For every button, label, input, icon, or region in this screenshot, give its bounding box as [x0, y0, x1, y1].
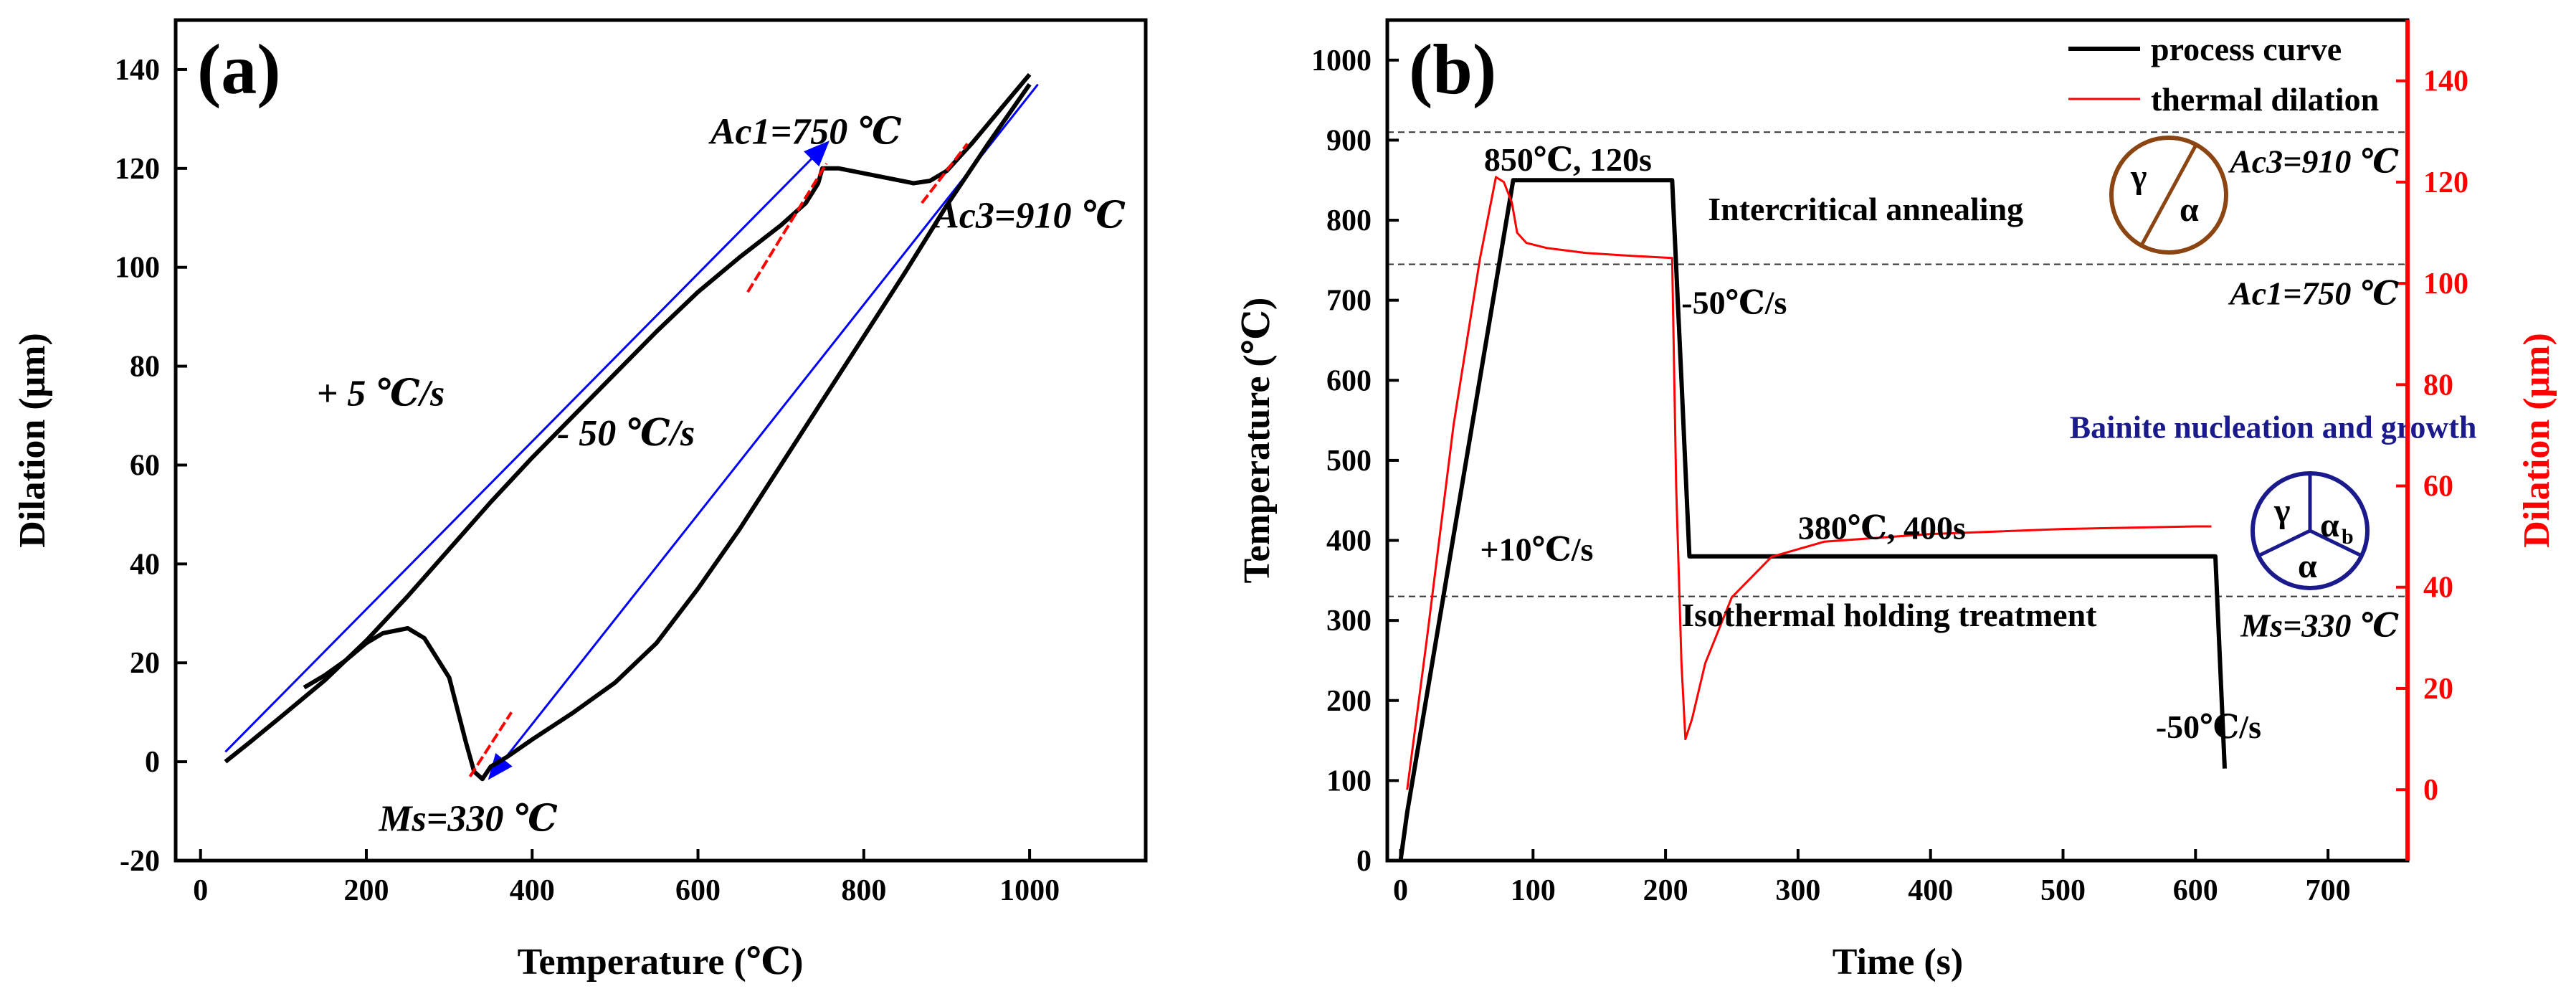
a-series-1: [303, 82, 1032, 782]
a-y-tick-label: 20: [130, 647, 160, 680]
b-x-tick-label: 600: [2173, 874, 2218, 907]
phase-boundary-2: [2257, 529, 2311, 558]
b-x-tick-label: 500: [2040, 874, 2086, 907]
a-y-tick-label: 60: [130, 449, 160, 482]
a-x-tick-label: 200: [343, 874, 389, 907]
b-right-tick-label: 80: [2423, 369, 2453, 402]
b-annotation-3: +10℃/s: [1480, 531, 1593, 567]
b-right-tick-label: 140: [2423, 65, 2468, 98]
b-annotation-0: 850℃, 120s: [1484, 141, 1652, 178]
a-annotation-4: Ms=330 ℃: [378, 799, 558, 840]
chart-a-y-axis-label: Dilation (μm): [12, 333, 53, 548]
b-x-tick-label: 200: [1643, 874, 1688, 907]
a-y-tick-label: 140: [115, 54, 160, 87]
a-x-tick-label: 600: [675, 874, 721, 907]
b-reference-label-0: Ac3=910 ℃: [2228, 143, 2399, 179]
chart-b-right-axis-label: Dilation (μm): [2516, 333, 2557, 548]
chart-b-plot-area: Ac3=910 ℃ Ac1=750 ℃ Ms=330 ℃ 850℃, 120s Inte…: [1387, 131, 2477, 861]
chart-panel-b: 0 100 200 300 400 500 600 700010020030040050060…: [1237, 18, 2557, 983]
a-y-tick-label: 0: [145, 746, 160, 779]
b-y-tick-label: 500: [1326, 445, 1372, 478]
chart-a-x-axis-label: Temperature (℃): [518, 942, 804, 983]
b-series-1: [1406, 176, 2212, 790]
b-y-tick-label: 0: [1356, 845, 1372, 878]
a-x-tick-label: 0: [193, 874, 208, 907]
b-annotation-1: Intercritical annealing: [1708, 191, 2023, 227]
chart-b-legend: process curve thermal dilation: [2068, 31, 2379, 118]
chart-b-x-axis-label: Time (s): [1833, 942, 1963, 983]
phase-boundary-3: [2309, 529, 2363, 558]
b-right-tick-label: 60: [2423, 470, 2453, 503]
alpha-symbol-2: α: [2298, 547, 2317, 585]
chart-b-y-axis-label: Temperature (℃): [1237, 298, 1278, 584]
b-annotation-7: Bainite nucleation and growth: [2070, 410, 2477, 445]
b-x-tick-label: 100: [1511, 874, 1556, 907]
gamma-symbol-2: γ: [2273, 492, 2290, 530]
b-right-tick-label: 40: [2423, 572, 2453, 605]
chart-b-panel-label: (b): [1409, 29, 1496, 109]
chart-a-panel-label: (a): [197, 29, 281, 109]
a-x-tick-label: 400: [510, 874, 555, 907]
a-annotation-1: Ac3=910 ℃: [932, 196, 1126, 237]
phase-diagram-intercritical: γ α: [2109, 136, 2228, 255]
chart-a-frame: [174, 18, 1148, 863]
b-x-tick-label: 700: [2306, 874, 2351, 907]
alpha-b-symbol: α: [2320, 506, 2339, 544]
b-x-tick-label: 400: [1908, 874, 1953, 907]
phase-diagram-bainite: γ α α b: [2251, 471, 2370, 590]
a-rate-arrow-0: [224, 141, 830, 753]
chart-panel-a: 0 200 400 600 800 1000 -20 0 20 40 60 80 100 120 140 A…: [12, 18, 1148, 983]
a-tangent-2: [468, 711, 513, 777]
b-y-tick-label: 300: [1326, 605, 1372, 638]
a-rate-arrow-1: [488, 83, 1039, 780]
b-y-tick-label: 200: [1326, 685, 1372, 718]
a-tangent-1: [921, 143, 969, 204]
gamma-symbol: γ: [2130, 158, 2147, 196]
b-right-tick-label: 20: [2423, 673, 2453, 706]
b-x-tick-label: 0: [1393, 874, 1408, 907]
phase-circle-gamma-alpha: [2109, 136, 2228, 255]
b-annotation-6: -50℃/s: [2156, 709, 2261, 745]
chart-b-ticks: 0 100 200 300 400 500 600 700010020030040050060…: [1311, 44, 2468, 907]
a-annotation-0: Ac1=750 ℃: [708, 111, 902, 152]
a-annotation-3: - 50 ℃/s: [557, 413, 695, 454]
a-tangent-0: [746, 162, 828, 293]
b-y-tick-label: 800: [1326, 204, 1372, 237]
b-y-tick-label: 600: [1326, 364, 1372, 397]
b-annotation-2: -50℃/s: [1681, 285, 1787, 321]
a-y-tick-label: -20: [120, 845, 160, 878]
a-y-tick-label: 80: [130, 351, 160, 384]
phase-boundary-line: [2139, 143, 2198, 247]
b-y-tick-label: 1000: [1311, 44, 1372, 77]
b-y-tick-label: 100: [1326, 765, 1372, 797]
a-y-tick-label: 40: [130, 548, 160, 581]
a-y-tick-label: 100: [115, 252, 160, 285]
a-annotation-2: + 5 ℃/s: [317, 374, 445, 415]
alpha-symbol: α: [2180, 191, 2199, 229]
b-x-tick-label: 300: [1775, 874, 1820, 907]
a-y-tick-label: 120: [115, 153, 160, 186]
b-right-tick-label: 0: [2423, 774, 2438, 807]
legend-label-process-curve: process curve: [2151, 31, 2342, 67]
b-annotation-5: Isothermal holding treatment: [1681, 597, 2097, 633]
b-right-tick-label: 100: [2423, 268, 2468, 300]
chart-a-plot-area: Ac1=750 ℃ Ac3=910 ℃ + 5 ℃/s - 50 ℃/s Ms=330 …: [224, 72, 1126, 840]
b-series-0: [1398, 178, 2227, 861]
a-x-tick-label: 800: [841, 874, 886, 907]
b-y-tick-label: 700: [1326, 285, 1372, 318]
a-series-0: [224, 72, 1032, 764]
b-y-tick-label: 400: [1326, 525, 1372, 558]
b-right-tick-label: 120: [2423, 166, 2468, 199]
legend-label-thermal-dilation: thermal dilation: [2151, 81, 2379, 118]
b-y-tick-label: 900: [1326, 124, 1372, 157]
b-reference-label-1: Ac1=750 ℃: [2228, 275, 2399, 311]
b-annotation-4: 380℃, 400s: [1798, 509, 1966, 546]
a-x-tick-label: 1000: [999, 874, 1060, 907]
b-reference-label-2: Ms=330 ℃: [2240, 607, 2399, 644]
alpha-b-subscript: b: [2342, 525, 2354, 549]
